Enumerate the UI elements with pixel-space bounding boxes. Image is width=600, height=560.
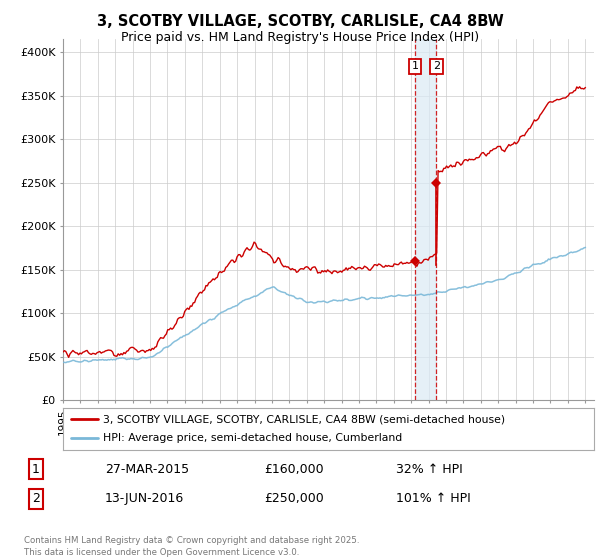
Text: 1: 1: [412, 61, 419, 71]
Text: £160,000: £160,000: [264, 463, 323, 476]
Text: Contains HM Land Registry data © Crown copyright and database right 2025.
This d: Contains HM Land Registry data © Crown c…: [24, 536, 359, 557]
Text: £250,000: £250,000: [264, 492, 324, 506]
Text: 2: 2: [32, 492, 40, 506]
Text: Price paid vs. HM Land Registry's House Price Index (HPI): Price paid vs. HM Land Registry's House …: [121, 31, 479, 44]
Text: 2: 2: [433, 61, 440, 71]
Text: 101% ↑ HPI: 101% ↑ HPI: [396, 492, 471, 506]
Text: 1: 1: [32, 463, 40, 476]
Text: 27-MAR-2015: 27-MAR-2015: [105, 463, 189, 476]
Text: HPI: Average price, semi-detached house, Cumberland: HPI: Average price, semi-detached house,…: [103, 433, 402, 444]
Text: 3, SCOTBY VILLAGE, SCOTBY, CARLISLE, CA4 8BW: 3, SCOTBY VILLAGE, SCOTBY, CARLISLE, CA4…: [97, 14, 503, 29]
Text: 32% ↑ HPI: 32% ↑ HPI: [396, 463, 463, 476]
Text: 3, SCOTBY VILLAGE, SCOTBY, CARLISLE, CA4 8BW (semi-detached house): 3, SCOTBY VILLAGE, SCOTBY, CARLISLE, CA4…: [103, 414, 505, 424]
Text: 13-JUN-2016: 13-JUN-2016: [105, 492, 184, 506]
Bar: [415, 39, 436, 400]
